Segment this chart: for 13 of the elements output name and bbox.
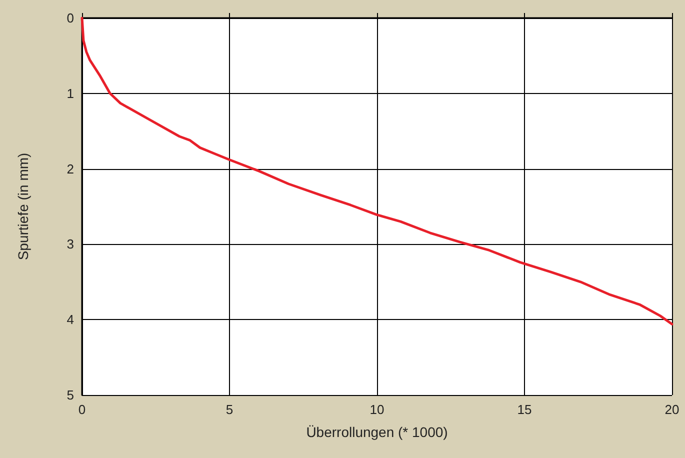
y-tick-label: 2 [66, 161, 74, 176]
y-axis-title: Spurtiefe (in mm) [15, 152, 31, 260]
x-tick-label: 0 [78, 402, 86, 417]
y-tick-label: 3 [66, 236, 74, 252]
y-tick-label: 0 [66, 10, 74, 26]
x-tick-label: 5 [226, 402, 234, 417]
x-tick-label: 15 [517, 402, 532, 417]
x-tick-label: 10 [370, 402, 384, 417]
y-tick-label: 5 [66, 388, 74, 402]
x-axis-title: Überrollungen (* 1000) [306, 424, 448, 440]
x-tick-label: 20 [664, 402, 680, 417]
y-tick-label: 1 [66, 86, 74, 101]
y-tick-label: 4 [66, 312, 74, 328]
